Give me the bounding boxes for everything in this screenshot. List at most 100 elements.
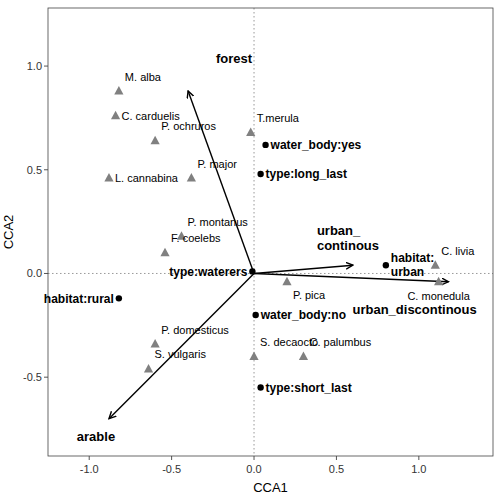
species-label: S. vulgaris [155, 348, 207, 360]
species-point [249, 351, 258, 360]
text-line: T.merula [257, 112, 300, 124]
x-axis-label: CCA1 [253, 480, 288, 495]
species-label: L. cannabina [115, 172, 179, 184]
species-label: C. monedula [407, 290, 470, 302]
y-tick [44, 273, 48, 274]
env-point [383, 262, 389, 268]
species-point [144, 364, 153, 373]
y-tick-label: -0.5 [23, 371, 42, 383]
x-tick [336, 456, 337, 460]
species-label: P. montanus [188, 216, 249, 228]
plot-area [48, 8, 493, 456]
y-tick [44, 169, 48, 170]
x-tick [418, 456, 419, 460]
env-label: type:short_last [266, 381, 352, 395]
species-point [299, 351, 308, 360]
text-line: P. major [197, 158, 237, 170]
env-label: water_body:yes [270, 138, 362, 152]
species-label: P. pica [293, 289, 326, 301]
x-tick-label: 0.0 [246, 463, 261, 475]
species-point [187, 173, 196, 182]
reference-line [254, 8, 255, 456]
species-label: F. coelebs [171, 232, 221, 244]
text-line: type:short_last [266, 381, 352, 395]
text-line: arable [77, 429, 115, 444]
text-line: habitat:rural [44, 292, 114, 306]
env-label: habitat:urban [391, 251, 434, 279]
arrow-label: urban_discontinous [353, 302, 477, 317]
text-line: L. cannabina [115, 172, 179, 184]
text-line: urban_discontinous [353, 302, 477, 317]
species-point [151, 339, 160, 348]
text-line: habitat: [391, 251, 434, 265]
env-label: habitat:rural [44, 292, 114, 306]
y-tick [44, 377, 48, 378]
arrow-label: arable [77, 429, 115, 444]
labels: forest arable urban_continous urban_discont… [44, 51, 477, 444]
env-point [262, 142, 268, 148]
text-line: continous [317, 238, 379, 253]
env-label: water_body:no [260, 308, 346, 322]
env-label: type:waterers [169, 265, 247, 279]
text-line: M. alba [125, 71, 162, 83]
plot-frame [48, 8, 493, 456]
text-line: P. ochruros [161, 120, 216, 132]
text-line: water_body:yes [270, 138, 362, 152]
species-label: M. alba [125, 71, 162, 83]
species-point [111, 111, 120, 120]
x-tick-label: -1.0 [80, 463, 99, 475]
y-tick-label: 0.0 [27, 267, 42, 279]
text-line: P. domesticus [161, 324, 229, 336]
species-point [434, 277, 443, 286]
x-tick [89, 456, 90, 460]
env-point [252, 312, 258, 318]
text-line: C. monedula [407, 290, 470, 302]
species-label: P. major [197, 158, 237, 170]
arrow-label: forest [216, 51, 253, 66]
y-tick-label: 1.0 [27, 60, 42, 72]
species-label: C. palumbus [309, 336, 371, 348]
species-point [246, 127, 255, 136]
axes: -1.0 -0.5 0.0 0.5 1.0 -0.5 0.0 0.5 1.0 [23, 60, 426, 475]
text-line: C. palumbus [309, 336, 371, 348]
x-tick [171, 456, 172, 460]
text-line: type:waterers [169, 265, 247, 279]
x-tick-label: 1.0 [411, 463, 426, 475]
x-tick-label: 0.5 [329, 463, 344, 475]
env-point [257, 384, 263, 390]
species-label: P. domesticus [161, 324, 229, 336]
y-tick [44, 66, 48, 67]
text-line: P. pica [293, 289, 326, 301]
env-point [249, 268, 255, 274]
env-point [116, 295, 122, 301]
species-point [114, 86, 123, 95]
species-label: T.merula [257, 112, 300, 124]
species-point [151, 136, 160, 145]
arrow [188, 91, 254, 274]
arrow [109, 273, 254, 418]
text-line: water_body:no [260, 308, 346, 322]
chart: -1.0 -0.5 0.0 0.5 1.0 -0.5 0.0 0.5 1.0 CCA1 CCA2 fo… [0, 0, 499, 500]
text-line: C. livia [441, 245, 475, 257]
env-label: type:long_last [266, 167, 347, 181]
background [0, 0, 499, 500]
species-label: C. livia [441, 245, 475, 257]
species-point [282, 277, 291, 286]
text-line: S. vulgaris [155, 348, 207, 360]
text-line: P. montanus [188, 216, 249, 228]
text-line: F. coelebs [171, 232, 221, 244]
species-label: P. ochruros [161, 120, 216, 132]
y-axis-label: CCA2 [1, 215, 16, 250]
text-line: forest [216, 51, 253, 66]
y-tick-label: 0.5 [27, 164, 42, 176]
text-line: urban_ [317, 223, 361, 238]
text-line: type:long_last [266, 167, 347, 181]
arrow [254, 265, 353, 273]
x-tick [254, 456, 255, 460]
species-point [160, 248, 169, 257]
species-point [104, 173, 113, 182]
x-tick-label: -0.5 [162, 463, 181, 475]
text-line: urban [391, 265, 424, 279]
arrow-label: urban_continous [317, 223, 379, 253]
env-point [257, 171, 263, 177]
